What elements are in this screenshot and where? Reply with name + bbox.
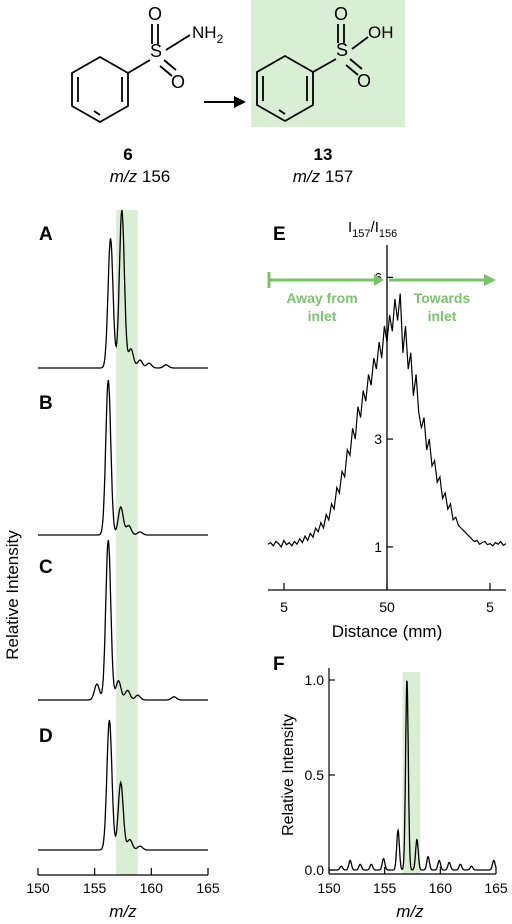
reactant-mz: m/z 156 bbox=[110, 167, 171, 186]
x-tick-label: 150 bbox=[317, 880, 341, 896]
x-tick-label: 165 bbox=[196, 880, 220, 896]
x-axis-label: m/z bbox=[109, 902, 137, 921]
y-tick-label: 1.0 bbox=[305, 672, 325, 688]
panel-e-title: I157/I156 bbox=[348, 219, 397, 240]
product-structure bbox=[256, 24, 369, 123]
reactant-number: 6 bbox=[123, 145, 132, 164]
x-tick-label: 50 bbox=[379, 599, 395, 615]
direction-arrows bbox=[267, 272, 496, 288]
panel-f-chart: F 0.0 0.5 1.0 150 155 160 165 Relative Intensi… bbox=[273, 654, 508, 921]
panel-e-label: E bbox=[273, 224, 286, 245]
spectrum-trace-f bbox=[329, 680, 497, 871]
spectrum-trace-b bbox=[38, 379, 208, 536]
y-tick-label: 0.0 bbox=[305, 862, 325, 878]
reactant-nh2-label: NH2 bbox=[192, 23, 224, 46]
panel-f-label: F bbox=[273, 654, 285, 675]
x-tick-label: 5 bbox=[486, 599, 494, 615]
panel-b-label: B bbox=[39, 393, 53, 414]
spectrum-trace-c bbox=[38, 539, 208, 701]
y-tick-label: 0.5 bbox=[305, 767, 325, 783]
reactant-o-top: O bbox=[148, 4, 162, 24]
x-tick-label: 160 bbox=[140, 880, 164, 896]
x-axis-label: Distance (mm) bbox=[332, 622, 443, 641]
reaction-arrow bbox=[204, 96, 246, 108]
panel-d-label: D bbox=[39, 726, 53, 747]
y-tick-label: 1 bbox=[374, 539, 382, 555]
towards-annotation-line1: Towards bbox=[414, 290, 471, 306]
x-tick-label: 165 bbox=[484, 880, 508, 896]
spectrum-trace-d bbox=[38, 719, 208, 851]
ratio-trace bbox=[267, 293, 507, 549]
y-axis-label: Relative Intensity bbox=[280, 714, 297, 836]
x-tick-label: 5 bbox=[280, 599, 288, 615]
panel-a-label: A bbox=[39, 224, 53, 245]
product-o-top: O bbox=[334, 4, 348, 24]
x-tick-label: 160 bbox=[429, 880, 453, 896]
reactant-s-label: S bbox=[150, 41, 162, 61]
product-number: 13 bbox=[314, 145, 333, 164]
mz157-highlight-band bbox=[402, 672, 421, 874]
x-tick-label: 155 bbox=[373, 880, 397, 896]
product-mz: m/z 157 bbox=[293, 167, 354, 186]
y-axis-label: Relative Intensity bbox=[3, 530, 22, 660]
away-annotation-line2: inlet bbox=[308, 308, 337, 324]
away-annotation-line1: Away from bbox=[286, 290, 357, 306]
x-tick-label: 150 bbox=[26, 880, 50, 896]
reactant-structure bbox=[71, 24, 191, 124]
x-tick-label: 155 bbox=[83, 880, 107, 896]
reactant-o-bottom: O bbox=[171, 72, 185, 92]
product-o-bottom: O bbox=[357, 71, 371, 91]
reaction-scheme: S O O NH2 6 m/z 156 S O O OH 13 bbox=[71, 0, 405, 186]
y-tick-label: 3 bbox=[374, 431, 382, 447]
product-s-label: S bbox=[336, 40, 348, 60]
panel-e-chart: E I157/I156 1365505 Away from inlet Towa… bbox=[267, 219, 507, 641]
panel-c-label: C bbox=[39, 557, 53, 578]
towards-annotation-line2: inlet bbox=[428, 308, 457, 324]
spectrum-trace-a bbox=[38, 209, 208, 369]
mz157-highlight-band bbox=[116, 210, 138, 875]
x-axis-label: m/z bbox=[396, 902, 424, 921]
spectra-stack-abcd: 150 155 160 165 A B C D Relative Intensity … bbox=[3, 209, 220, 921]
product-oh-label: OH bbox=[368, 23, 394, 42]
